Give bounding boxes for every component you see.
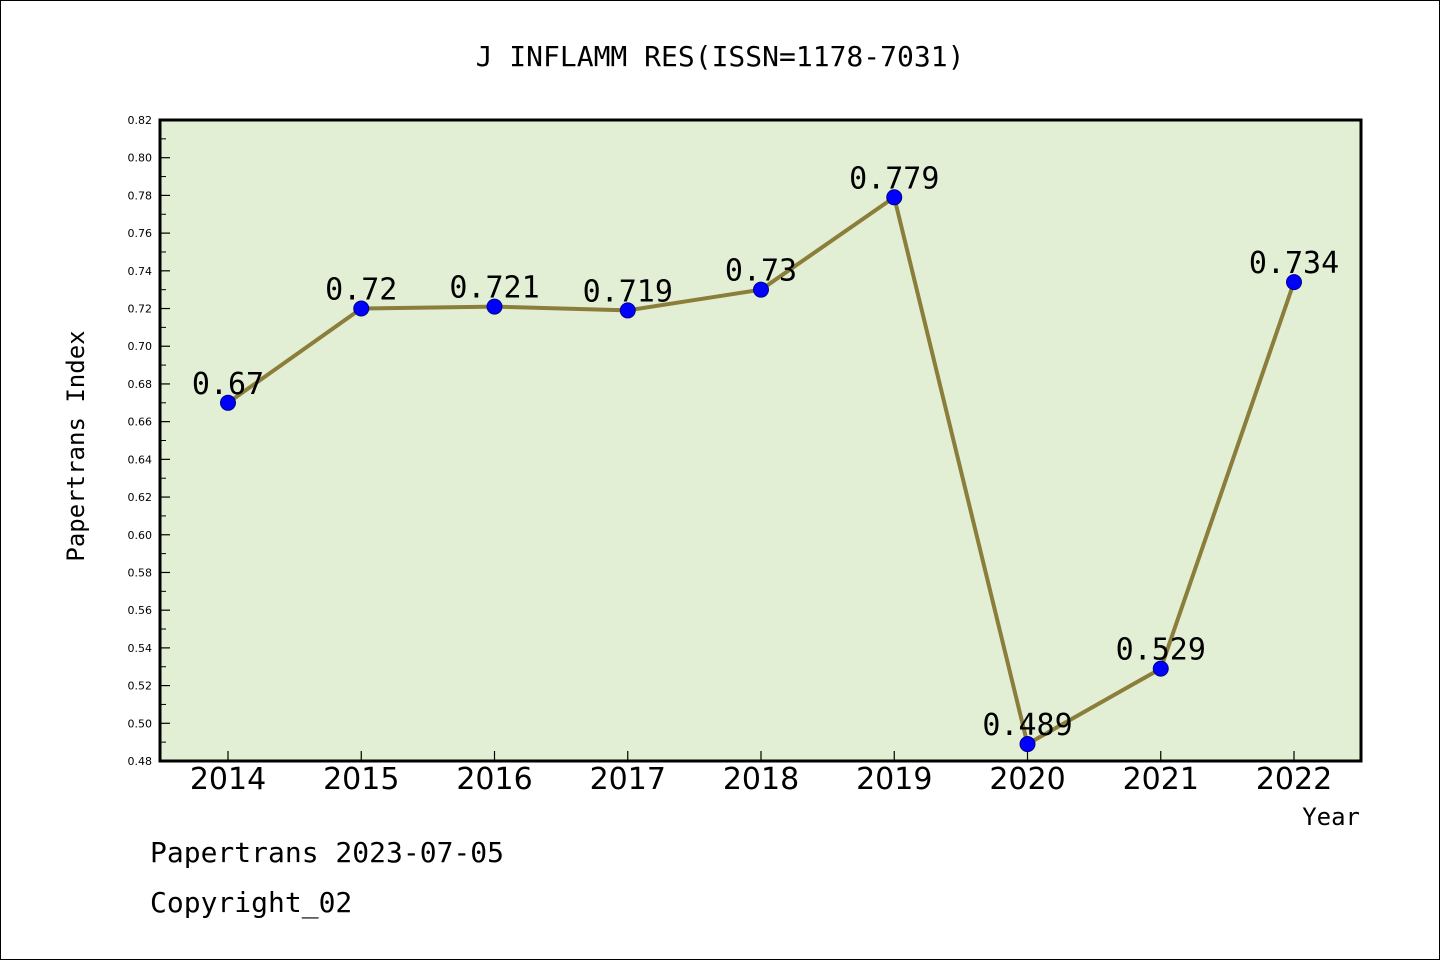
data-point (1286, 274, 1302, 291)
data-point (1019, 736, 1036, 753)
x-tick-label: 2016 (456, 762, 532, 797)
data-label: 0.67 (192, 367, 264, 402)
data-point (1152, 660, 1169, 677)
x-tick-label: 2014 (190, 762, 266, 797)
data-label: 0.734 (1249, 246, 1339, 281)
data-point (619, 302, 636, 319)
y-axis-label: Papertrans Index (62, 330, 90, 561)
x-tick-label: 2022 (1256, 762, 1332, 797)
y-tick-label: 0.50 (128, 717, 153, 730)
x-tick-label: 2018 (723, 762, 799, 797)
x-axis-label: Year (1302, 803, 1360, 831)
data-label: 0.779 (849, 161, 939, 196)
y-tick-label: 0.68 (128, 378, 153, 391)
y-tick-label: 0.80 (128, 152, 153, 165)
data-point (886, 189, 903, 206)
data-label: 0.489 (982, 708, 1072, 743)
y-tick-label: 0.74 (128, 265, 153, 278)
y-tick-label: 0.48 (128, 755, 153, 768)
data-label: 0.719 (583, 274, 673, 309)
x-tick-label: 2017 (590, 762, 666, 797)
data-label: 0.529 (1116, 633, 1206, 668)
y-tick-label: 0.58 (128, 566, 153, 579)
y-tick-label: 0.64 (128, 453, 153, 466)
data-label: 0.72 (325, 273, 397, 308)
data-point (486, 298, 503, 315)
data-point (353, 300, 370, 317)
y-tick-label: 0.70 (128, 340, 153, 353)
y-tick-label: 0.56 (128, 604, 153, 617)
x-tick-label: 2020 (989, 762, 1065, 797)
y-tick-label: 0.82 (128, 114, 153, 127)
x-tick-label: 2019 (856, 762, 932, 797)
x-tick-label: 2021 (1123, 762, 1199, 797)
data-points (220, 189, 1302, 753)
y-tick-label: 0.76 (128, 227, 153, 240)
data-point (753, 281, 769, 298)
y-tick-label: 0.78 (128, 189, 153, 202)
y-tick-label: 0.54 (128, 642, 153, 655)
y-tick-label: 0.52 (128, 680, 153, 693)
y-tick-label: 0.60 (128, 529, 153, 542)
data-labels: 0.67 0.72 0.721 0.719 0.73 0.779 0.489 0.529 0.7… (192, 161, 1339, 743)
data-label: 0.73 (725, 254, 797, 289)
data-point (220, 394, 236, 411)
y-axis: 0.48 0.50 0.52 0.54 0.56 0.58 0.60 0.62 0.64 0.66… (128, 114, 170, 768)
x-axis: 2014 2015 2016 2017 2018 2019 2020 2021 2022 (190, 751, 1332, 797)
y-tick-label: 0.72 (128, 303, 153, 316)
data-label: 0.721 (449, 271, 539, 306)
y-tick-label: 0.66 (128, 416, 153, 429)
x-tick-label: 2015 (323, 762, 399, 797)
footer-source: Papertrans 2023-07-05 (150, 836, 505, 869)
plot-area (158, 118, 1363, 763)
chart-title: J INFLAMM RES(ISSN=1178-7031) (476, 40, 965, 73)
y-tick-label: 0.62 (128, 491, 153, 504)
footer-copyright: Copyright_02 (150, 886, 353, 919)
